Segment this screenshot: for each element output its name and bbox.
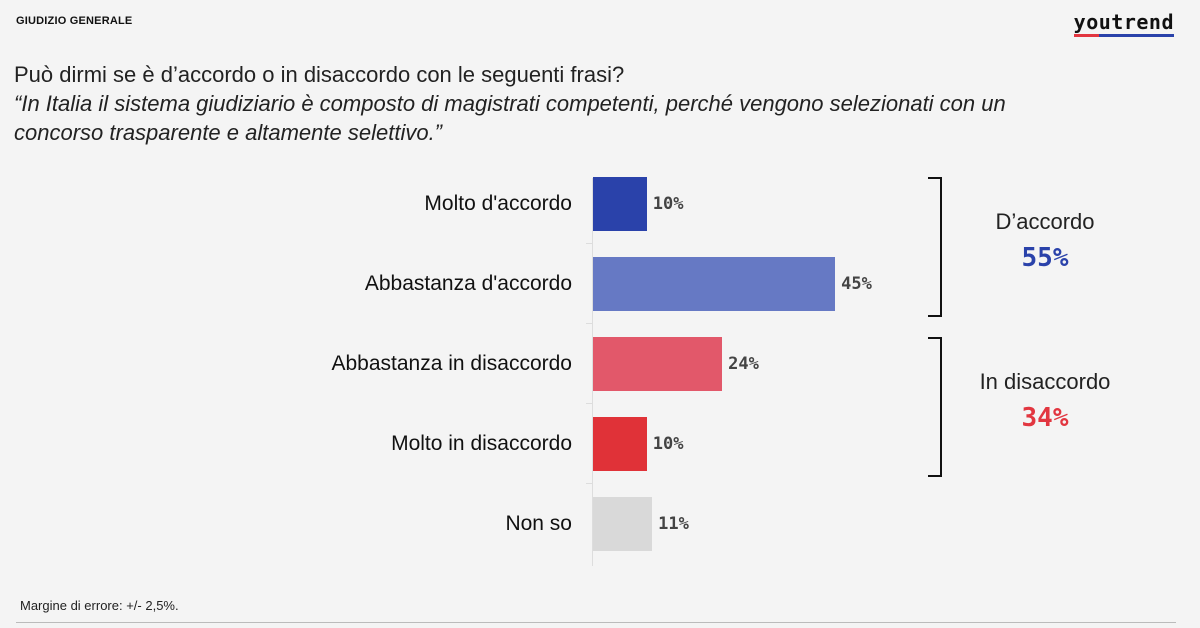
category-label: Abbastanza in disaccordo (331, 352, 573, 375)
category-label: Abbastanza d'accordo (364, 272, 572, 295)
axis-tick (586, 403, 592, 404)
value-label: 24% (728, 354, 759, 374)
group-label: In disaccordo (979, 369, 1111, 394)
axis-tick (586, 323, 592, 324)
section-title: GIUDIZIO GENERALE (16, 15, 133, 27)
bar (593, 337, 723, 391)
value-label: 10% (652, 194, 684, 214)
group-value: 55% (1021, 243, 1069, 273)
value-label: 10% (652, 434, 684, 454)
category-label: Non so (505, 512, 572, 535)
group-value: 34% (1021, 403, 1069, 433)
value-label: 45% (841, 274, 872, 294)
question: Può dirmi se è d’accordo o in disaccordo… (14, 62, 625, 87)
agree-bracket (928, 177, 942, 317)
footer-divider (16, 622, 1176, 623)
group-disagree: In disaccordo 34% (960, 369, 1130, 433)
y-axis-line (592, 178, 593, 566)
bar (593, 417, 647, 471)
category-label: Molto d'accordo (424, 192, 572, 215)
disagree-bracket (928, 337, 942, 477)
error-margin-note: Margine di errore: +/- 2,5%. (20, 598, 179, 613)
axis-tick (586, 243, 592, 244)
category-label: Molto in disaccordo (391, 432, 572, 455)
group-agree: D’accordo 55% (960, 209, 1130, 273)
logo-underline (1073, 34, 1174, 37)
youtrend-logo: youtrend (1073, 10, 1174, 37)
bar (593, 177, 647, 231)
bar (593, 497, 653, 551)
value-label: 11% (658, 514, 689, 534)
bar (593, 257, 836, 311)
group-label: D’accordo (995, 209, 1095, 234)
quote: “In Italia il sistema giudiziario è comp… (14, 91, 1006, 145)
axis-tick (586, 483, 592, 484)
logo-text: youtrend (1073, 10, 1174, 34)
